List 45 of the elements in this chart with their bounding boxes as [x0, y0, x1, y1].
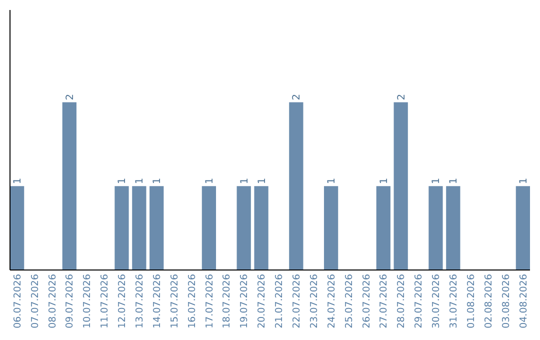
- data-label: 1: [134, 178, 146, 184]
- x-tick-label: 20.07.2026: [256, 274, 268, 328]
- x-tick-label: 03.08.2026: [500, 274, 512, 328]
- x-tick-label: 24.07.2026: [326, 274, 338, 328]
- data-label: 1: [204, 178, 216, 184]
- x-tick-label: 01.08.2026: [466, 274, 477, 328]
- data-label: 1: [12, 178, 24, 184]
- data-label: 1: [518, 178, 530, 184]
- data-label: 1: [378, 178, 390, 184]
- data-label: 2: [292, 94, 303, 100]
- x-tick-label: 11.07.2026: [100, 274, 111, 328]
- x-tick-label: 12.07.2026: [117, 274, 128, 328]
- x-tick-label: 29.07.2026: [414, 274, 425, 328]
- x-tick-label: 17.07.2026: [204, 274, 216, 328]
- x-tick-label: 07.07.2026: [30, 274, 41, 328]
- x-tick-label: 18.07.2026: [222, 274, 233, 328]
- data-label: 1: [239, 178, 250, 184]
- x-tick-label: 15.07.2026: [169, 274, 180, 328]
- data-label: 1: [256, 178, 268, 184]
- data-label: 2: [64, 94, 76, 100]
- data-label: 1: [326, 178, 338, 184]
- x-tick-label: 10.07.2026: [82, 274, 94, 328]
- data-label: 2: [396, 94, 408, 100]
- data-label: 1: [117, 178, 128, 184]
- x-tick-label: 26.07.2026: [361, 274, 372, 328]
- x-tick-label: 16.07.2026: [186, 274, 198, 328]
- x-tick-label: 22.07.2026: [291, 274, 302, 328]
- x-tick-label: 06.07.2026: [12, 274, 24, 328]
- x-tick-label: 21.07.2026: [274, 274, 286, 328]
- x-tick-label: 08.07.2026: [47, 274, 58, 328]
- x-tick-label: 28.07.2026: [396, 274, 408, 328]
- x-tick-label: 27.07.2026: [378, 274, 390, 328]
- x-tick-label: 09.07.2026: [64, 274, 76, 328]
- x-tick-label: 30.07.2026: [431, 274, 442, 328]
- x-tick-label: 02.08.2026: [483, 274, 494, 328]
- x-tick-label: 25.07.2026: [344, 274, 355, 328]
- data-label: 1: [448, 178, 460, 184]
- x-tick-label: 23.07.2026: [308, 274, 320, 328]
- x-tick-label: 04.08.2026: [518, 274, 530, 328]
- data-label: 1: [152, 178, 164, 184]
- x-tick-label: 19.07.2026: [239, 274, 250, 328]
- x-tick-label: 13.07.2026: [134, 274, 146, 328]
- data-label: 1: [431, 178, 442, 184]
- x-tick-label: 31.07.2026: [448, 274, 460, 328]
- x-tick-label: 14.07.2026: [152, 274, 163, 328]
